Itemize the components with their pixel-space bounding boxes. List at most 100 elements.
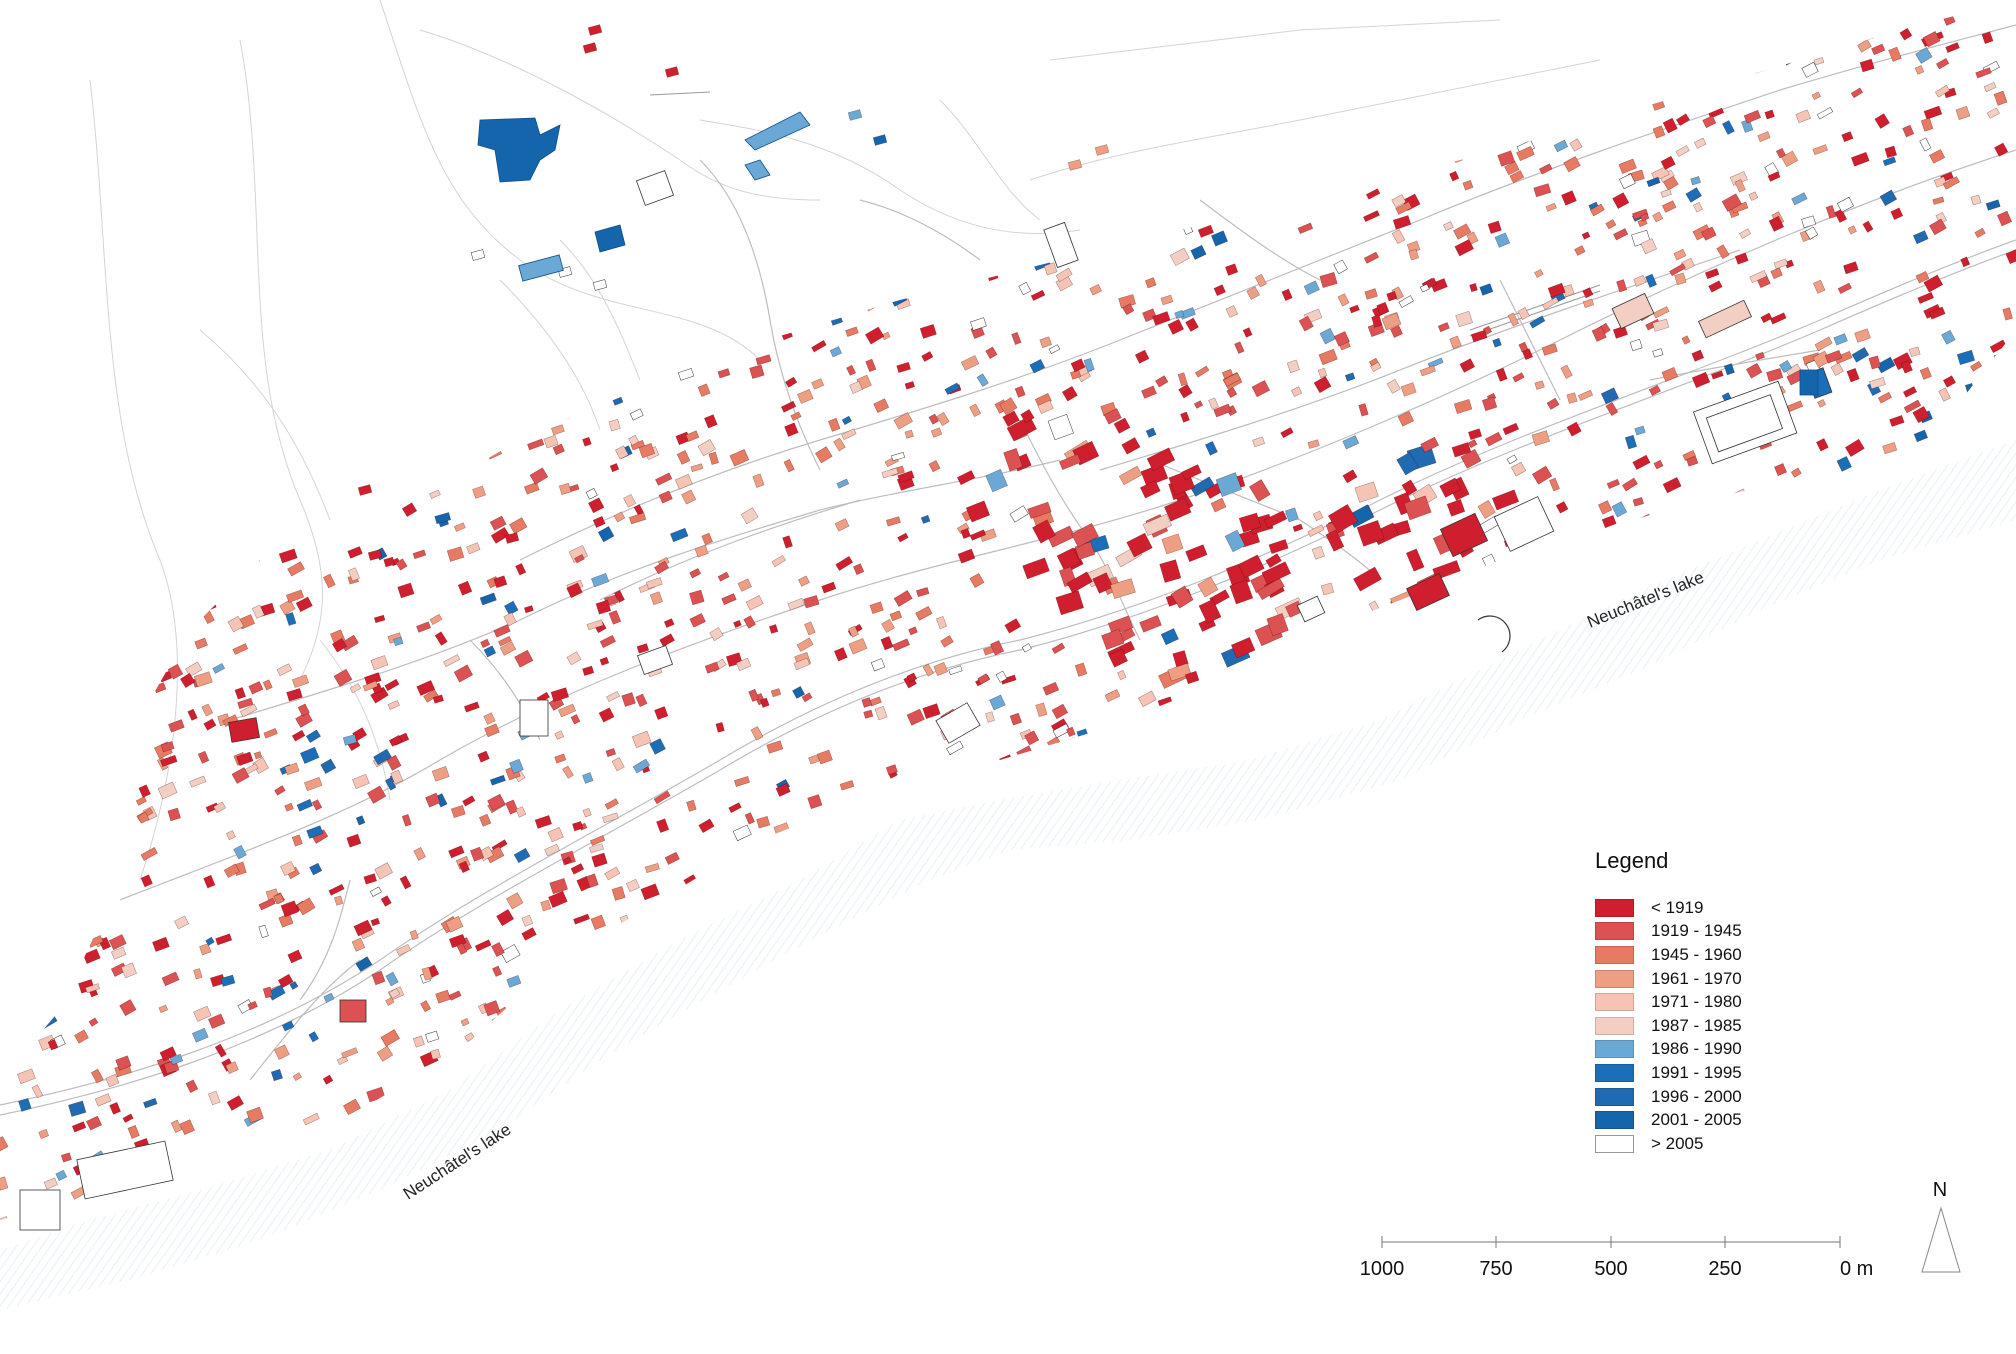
building (592, 515, 606, 528)
building (628, 512, 647, 525)
building (199, 346, 215, 360)
building (315, 207, 333, 223)
building (1516, 1019, 1535, 1037)
building (1726, 1297, 1738, 1311)
building (378, 1197, 389, 1210)
building (164, 632, 182, 648)
building (1941, 11, 1956, 26)
building (931, 1148, 950, 1165)
building (182, 26, 193, 37)
building (173, 344, 188, 360)
building (47, 1039, 59, 1051)
building (960, 355, 980, 371)
building (1875, 1116, 1892, 1133)
building (674, 912, 690, 925)
building (110, 40, 120, 49)
building (787, 1200, 800, 1213)
building (1064, 1255, 1077, 1265)
building (0, 813, 10, 830)
building (1577, 590, 1589, 601)
building (1035, 702, 1048, 717)
building (1246, 286, 1260, 300)
legend-item: 1945 - 1960 (1595, 943, 1835, 967)
building (770, 688, 782, 698)
building (1487, 114, 1497, 125)
building (424, 215, 444, 231)
building (1338, 1174, 1350, 1185)
building (1790, 467, 1802, 478)
building (611, 886, 626, 901)
legend-label: 1945 - 1960 (1651, 944, 1742, 964)
building (232, 104, 244, 118)
building (960, 528, 971, 539)
building (196, 1326, 213, 1340)
building (977, 10, 997, 27)
building (977, 673, 990, 685)
building (323, 992, 335, 1003)
building (1652, 348, 1664, 358)
building (1443, 1048, 1462, 1067)
building (955, 1075, 969, 1088)
building (1224, 986, 1239, 1003)
building (1242, 855, 1254, 865)
building (276, 18, 294, 33)
building (1623, 806, 1641, 822)
building (1099, 32, 1115, 45)
building (1781, 1330, 1798, 1342)
building (1801, 61, 1819, 78)
building (185, 661, 203, 678)
building (1204, 441, 1218, 456)
building (874, 1263, 888, 1273)
building (1269, 48, 1284, 64)
building (1340, 658, 1356, 670)
building (718, 298, 737, 315)
building (1514, 897, 1526, 912)
building (551, 424, 565, 436)
building (698, 818, 715, 834)
building (1857, 823, 1874, 838)
building (227, 615, 245, 633)
building (197, 222, 217, 240)
building (138, 784, 151, 798)
building (30, 172, 47, 188)
building (1069, 1043, 1087, 1059)
building (1357, 1027, 1372, 1040)
building (1268, 539, 1289, 554)
building (353, 919, 373, 937)
building (1034, 1054, 1049, 1068)
building (1888, 46, 1902, 62)
building (1016, 745, 1034, 760)
building (507, 194, 520, 208)
building (1910, 461, 1923, 471)
building (920, 1102, 931, 1112)
building (1864, 27, 1875, 40)
building (1401, 631, 1418, 647)
building (1451, 442, 1472, 458)
building (936, 411, 950, 427)
building (708, 451, 719, 465)
building (1648, 22, 1661, 35)
building (1069, 67, 1081, 82)
building (2005, 746, 2016, 760)
building (249, 505, 263, 518)
building (277, 973, 294, 989)
building (1066, 571, 1093, 594)
building (1395, 103, 1406, 111)
building (521, 914, 534, 927)
building (367, 785, 387, 804)
building (588, 497, 605, 514)
building (723, 1173, 739, 1185)
building (388, 424, 405, 440)
building (1310, 683, 1321, 694)
building (127, 235, 143, 249)
building (1526, 996, 1540, 1007)
legend-item: 1961 - 1970 (1595, 967, 1835, 991)
building (1572, 1330, 1584, 1343)
building (648, 1228, 664, 1240)
building (1685, 821, 1696, 831)
building (1975, 67, 1992, 79)
building (3, 3, 13, 13)
building (129, 662, 140, 673)
building (1365, 620, 1384, 635)
building (1442, 626, 1453, 636)
